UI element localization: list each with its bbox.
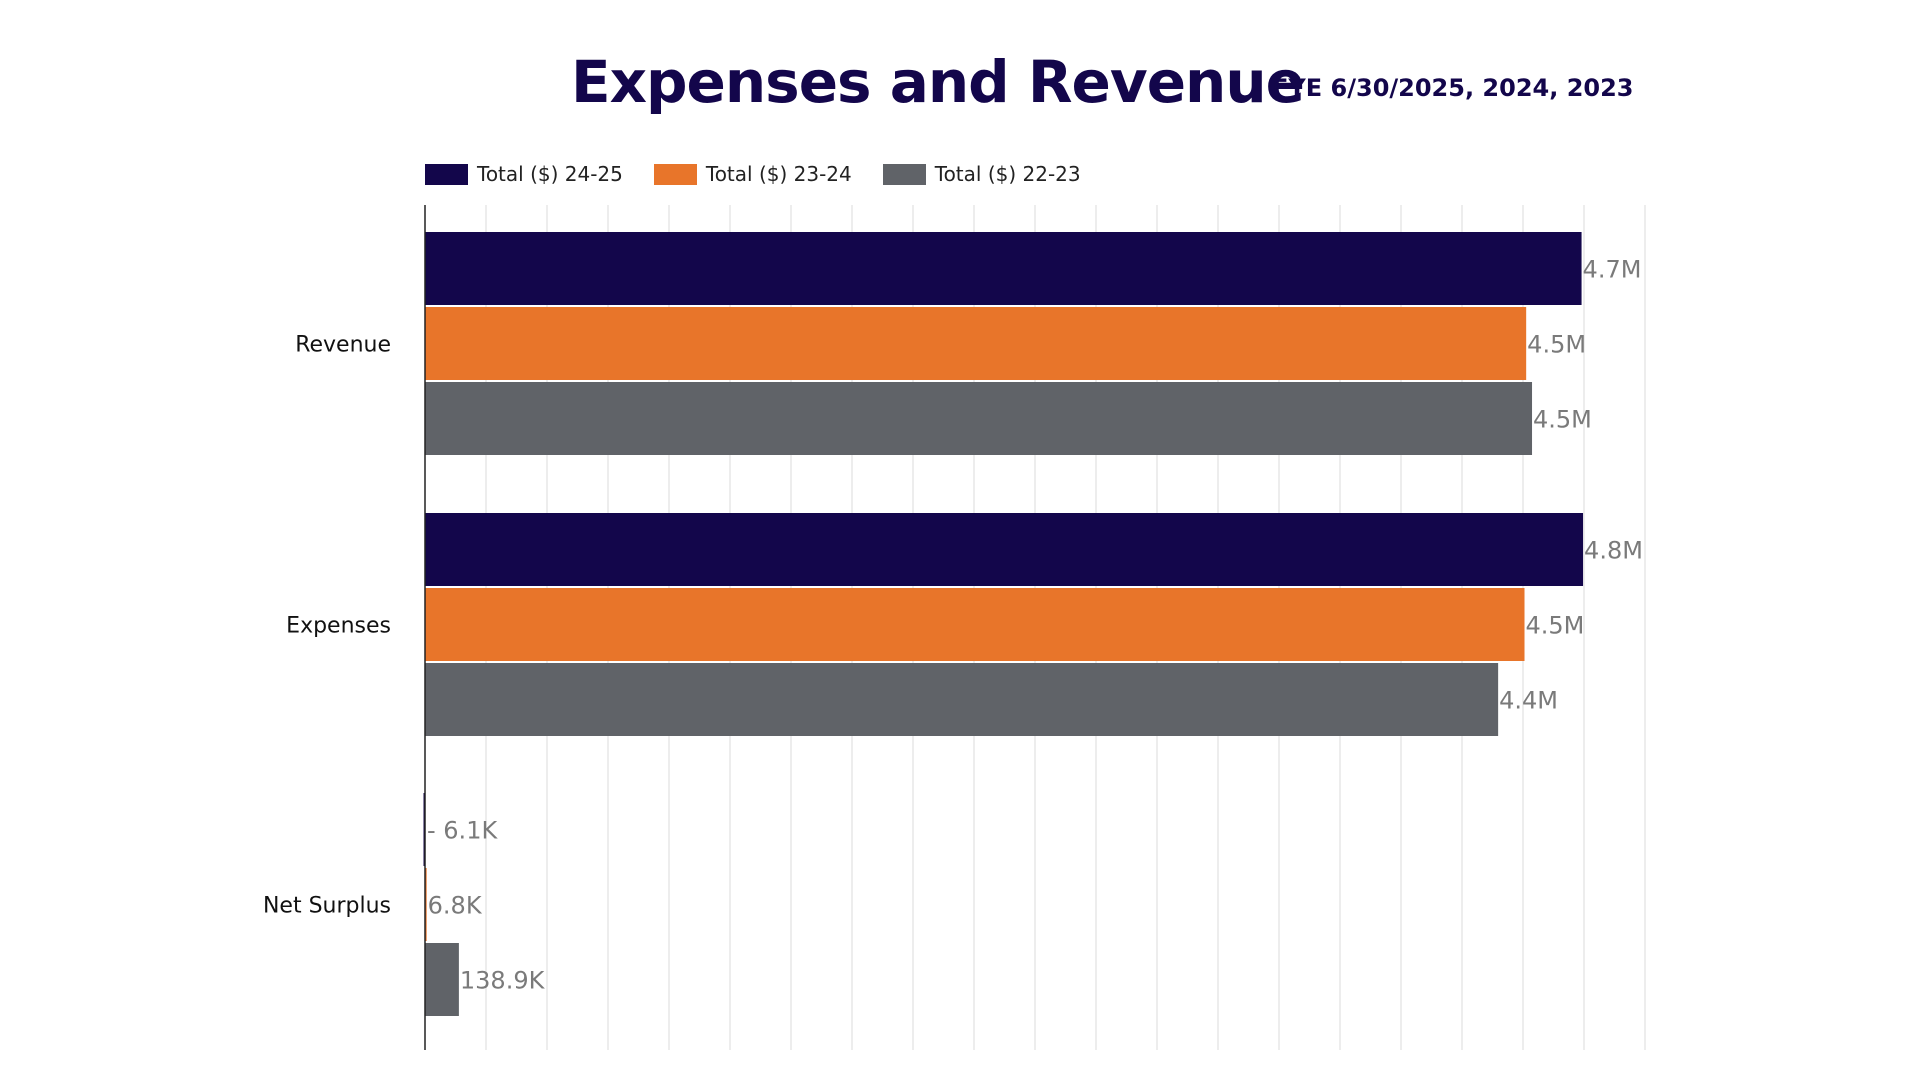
legend-label: Total ($) 22-23 (934, 162, 1081, 186)
chart-subtitle: FYE 6/30/2025, 2024, 2023 (1272, 74, 1634, 102)
chart-header: Expenses and Revenue FYE 6/30/2025, 2024… (0, 48, 1920, 128)
bar (425, 232, 1582, 305)
data-label: 4.5M (1526, 612, 1585, 640)
chart-legend: Total ($) 24-25 Total ($) 23-24 Total ($) … (425, 160, 1112, 188)
bar (425, 943, 459, 1016)
legend-label: Total ($) 23-24 (705, 162, 852, 186)
chart-title: Expenses and Revenue (571, 48, 1305, 116)
category-label: Revenue (295, 333, 391, 358)
legend-swatch (425, 163, 468, 185)
data-label: 6.8K (428, 892, 483, 920)
bar (425, 868, 427, 941)
bar (425, 382, 1533, 455)
data-label: 4.8M (1584, 537, 1643, 565)
bar (425, 307, 1527, 380)
legend-swatch (653, 163, 697, 185)
legend-item: Total ($) 22-23 (882, 162, 1081, 186)
data-label: 138.9K (460, 967, 546, 995)
category-label: Expenses (286, 614, 391, 639)
data-label: 4.5M (1533, 406, 1592, 434)
legend-item: Total ($) 23-24 (653, 162, 852, 186)
legend-label: Total ($) 24-25 (477, 162, 623, 186)
data-label: 4.4M (1499, 687, 1558, 715)
data-label: - 6.1K (427, 817, 498, 845)
data-label: 4.7M (1583, 256, 1642, 284)
bar (425, 588, 1525, 661)
data-label: 4.5M (1527, 331, 1586, 359)
legend-swatch (882, 163, 926, 185)
bar (425, 663, 1499, 736)
legend-item: Total ($) 24-25 (425, 162, 623, 186)
bar (425, 513, 1584, 586)
category-label: Net Surplus (263, 894, 391, 919)
